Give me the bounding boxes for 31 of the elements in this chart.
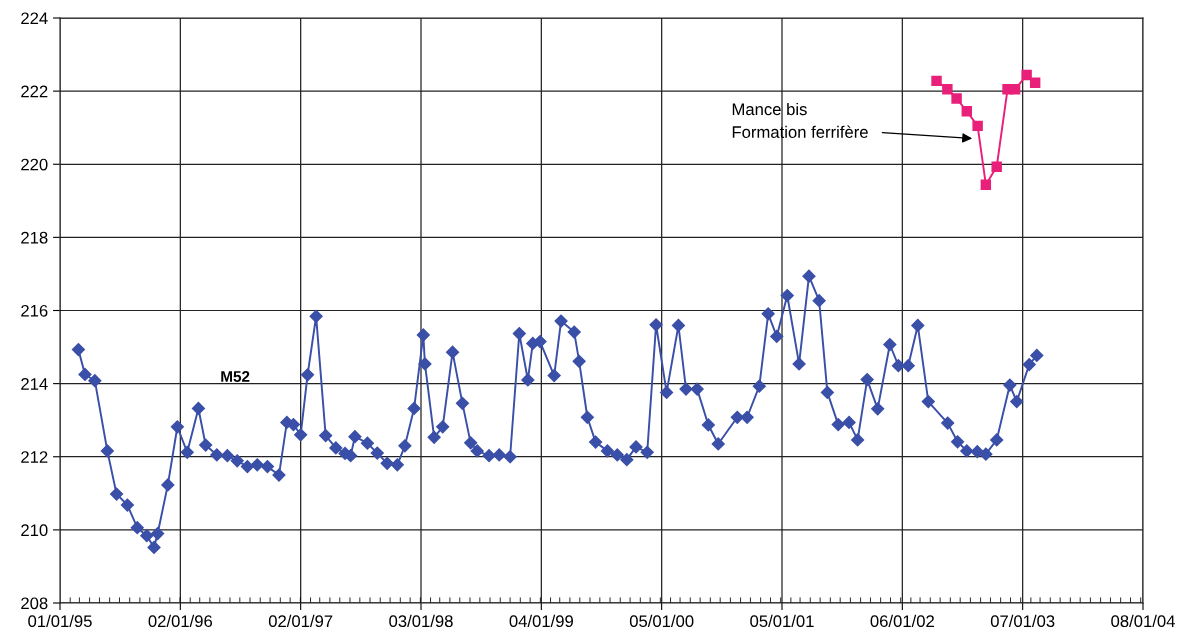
y-tick-label: 216 <box>21 304 48 317</box>
y-tick-label: 208 <box>21 597 48 610</box>
x-tick-label: 07/01/03 <box>990 614 1055 628</box>
point <box>980 179 992 190</box>
y-tick-label: 210 <box>21 524 48 537</box>
point <box>991 161 1002 173</box>
x-tick-label: 05/01/00 <box>629 614 694 628</box>
y-tick-label: 220 <box>21 158 48 171</box>
text: M52 <box>221 371 250 382</box>
point <box>942 84 953 95</box>
point <box>1021 69 1032 81</box>
y-tick-label: 218 <box>21 231 48 244</box>
x-tick-label: 04/01/99 <box>509 614 573 628</box>
x-tick-label: 08/01/04 <box>1111 614 1175 628</box>
x-tick-label: 02/01/96 <box>148 614 213 628</box>
point <box>931 75 942 87</box>
y-tick-label: 212 <box>21 451 48 463</box>
point <box>951 93 962 104</box>
point <box>972 120 983 132</box>
x-tick-label: 06/01/02 <box>870 614 934 628</box>
point <box>961 106 972 117</box>
annotation: Mance bis Formation ferrifère <box>732 102 868 138</box>
y-tick-label: 224 <box>21 12 48 25</box>
point <box>1009 84 1021 95</box>
y-tick-label: 222 <box>21 85 48 98</box>
x-tick-label: 02/01/97 <box>268 614 333 628</box>
x-tick-label: 01/01/95 <box>28 614 92 628</box>
x-tick-label: 05/01/01 <box>750 614 814 628</box>
point <box>1029 77 1041 88</box>
y-tick-label: 214 <box>21 378 48 390</box>
x-tick-label: 03/01/98 <box>389 614 453 628</box>
